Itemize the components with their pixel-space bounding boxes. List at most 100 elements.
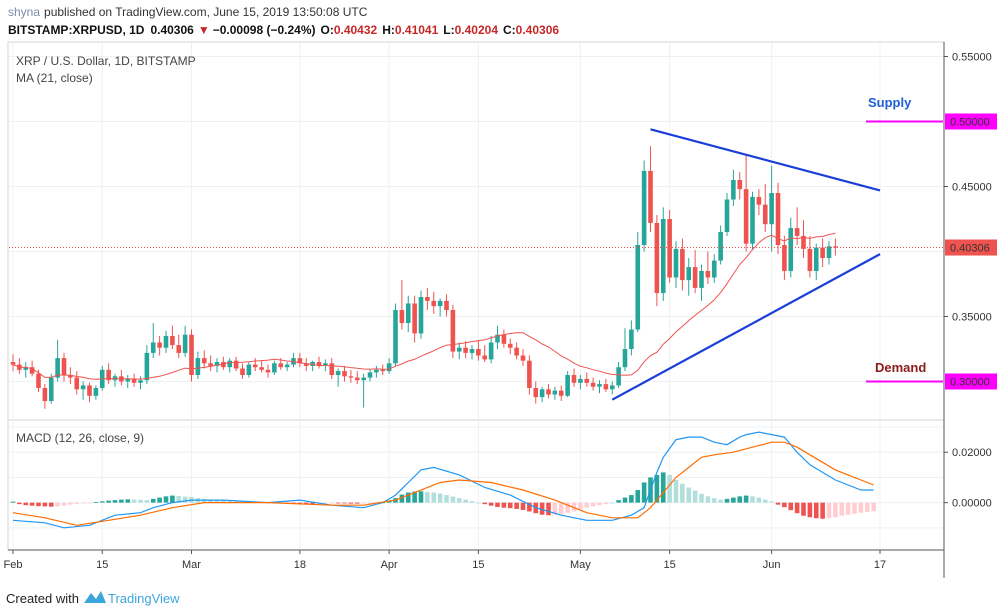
- histogram-bar: [150, 498, 156, 503]
- time-tick-label: 15: [472, 559, 484, 571]
- candle-body: [476, 349, 481, 356]
- candle-body: [762, 204, 768, 225]
- candle-body: [74, 377, 80, 390]
- candle-body: [374, 369, 379, 373]
- histogram-bar: [826, 502, 832, 519]
- candle-body: [654, 222, 660, 294]
- histogram-bar: [93, 502, 99, 503]
- ma-legend[interactable]: MA (21, close): [16, 71, 93, 85]
- price-tick-label: 0.55000: [952, 52, 992, 64]
- histogram-bar: [590, 502, 596, 507]
- histogram-bar: [794, 502, 800, 514]
- candle-body: [833, 246, 838, 248]
- brand-name[interactable]: TradingView: [108, 591, 180, 606]
- histogram-bar: [431, 492, 437, 503]
- macd-tick-label: 0.02000: [952, 447, 992, 459]
- histogram-bar: [361, 502, 366, 504]
- candle-body: [680, 248, 685, 281]
- histogram-bar: [762, 499, 768, 503]
- candle-body: [68, 375, 73, 378]
- candle-body: [157, 342, 162, 348]
- candle-body: [520, 355, 526, 361]
- histogram-bar: [622, 497, 628, 503]
- candle-body: [323, 363, 328, 366]
- chart-title[interactable]: XRP / U.S. Dollar, 1D, BITSTAMP: [16, 54, 196, 68]
- candle-body: [316, 362, 322, 366]
- histogram-bar: [17, 502, 22, 505]
- candle-body: [106, 369, 111, 381]
- candle-body: [578, 378, 583, 383]
- candle-body: [641, 170, 647, 245]
- candle-body: [635, 245, 641, 330]
- histogram-bar: [718, 499, 723, 503]
- candle-body: [590, 382, 596, 387]
- open-label: O:: [320, 23, 333, 37]
- time-tick-label: 15: [664, 559, 676, 571]
- candle-body: [227, 360, 233, 368]
- price-axis: 0.55000 0.45000 0.35000: [944, 52, 992, 324]
- histogram-bar: [558, 502, 564, 514]
- candle-body: [170, 336, 175, 346]
- histogram-bar: [507, 502, 513, 509]
- low-value: 0.40204: [455, 23, 499, 37]
- price-tick-label: 0.45000: [952, 182, 992, 194]
- last-price-tag-text: 0.40306: [950, 243, 990, 255]
- histogram-bar: [680, 483, 685, 503]
- time-tick-label: Jun: [763, 559, 781, 571]
- time-tick-label: 18: [294, 559, 306, 571]
- histogram-bar: [520, 502, 526, 510]
- histogram-bar: [711, 498, 717, 503]
- histogram-bar: [399, 494, 405, 503]
- histogram-bar: [845, 502, 851, 515]
- candle-body: [272, 363, 277, 373]
- histogram-bar: [629, 495, 634, 503]
- high-value: 0.41041: [395, 23, 439, 37]
- candle-body: [616, 367, 621, 386]
- tradingview-logo-icon: [84, 591, 106, 603]
- histogram-bar: [233, 501, 239, 503]
- histogram-bar: [852, 502, 857, 514]
- last-price: 0.40306: [150, 23, 194, 37]
- candle-body: [259, 367, 264, 370]
- candle-body: [609, 385, 615, 390]
- histogram-bar: [201, 498, 207, 503]
- histogram-bar: [737, 496, 743, 503]
- histogram-bar: [782, 502, 787, 508]
- candle-body: [195, 358, 201, 375]
- histogram-bar: [42, 502, 48, 507]
- candle-body: [794, 228, 800, 236]
- macd-legend[interactable]: MACD (12, 26, close, 9): [16, 431, 144, 445]
- macd-line: [12, 431, 874, 529]
- histogram-bar: [609, 502, 615, 504]
- macd-pane[interactable]: [7, 419, 945, 551]
- candle-body: [571, 375, 577, 383]
- candle-body: [354, 377, 360, 381]
- open-value: 0.40432: [334, 23, 378, 37]
- histogram-bar: [456, 498, 462, 503]
- candle-body: [660, 219, 666, 294]
- candle-body: [367, 372, 373, 378]
- histogram-bar: [667, 474, 672, 503]
- price-levels: 0.50000 0.30000: [866, 113, 997, 390]
- histogram-bar: [297, 502, 303, 504]
- candle-body: [150, 342, 156, 353]
- histogram-bar: [119, 499, 124, 503]
- published-text: published on TradingView.com, June 15, 2…: [44, 5, 368, 19]
- candle-body: [552, 390, 558, 395]
- candle-body: [342, 371, 347, 377]
- histogram-bar: [578, 502, 583, 510]
- candle-body: [495, 334, 500, 343]
- candle-body: [737, 180, 743, 190]
- histogram-bar: [425, 492, 430, 503]
- candlesticks: [10, 146, 838, 409]
- histogram-bar: [221, 500, 226, 503]
- histogram-bar: [342, 502, 347, 504]
- histogram-bar: [157, 497, 162, 503]
- candle-body: [208, 363, 213, 366]
- histogram-bar: [80, 502, 86, 504]
- author-name[interactable]: shyna: [8, 5, 40, 19]
- histogram-bar: [871, 502, 876, 512]
- histogram-bar: [367, 502, 373, 504]
- candle-body: [61, 358, 67, 375]
- high-label: H:: [382, 23, 395, 37]
